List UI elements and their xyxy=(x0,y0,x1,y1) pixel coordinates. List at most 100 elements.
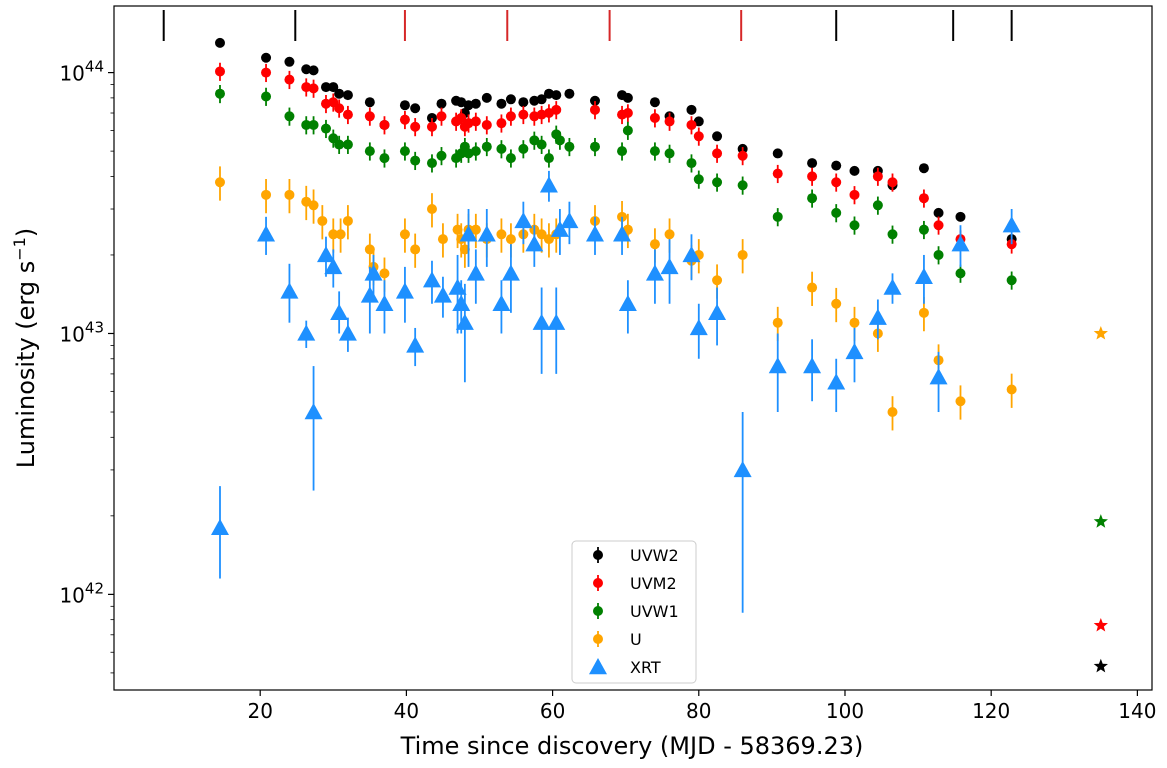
x-tick-label: 60 xyxy=(540,699,565,723)
data-point xyxy=(686,158,697,169)
data-point xyxy=(772,317,783,328)
data-point xyxy=(426,112,437,123)
data-point xyxy=(712,148,723,159)
x-tick-label: 80 xyxy=(686,699,711,723)
data-point xyxy=(324,257,343,275)
data-point xyxy=(525,235,544,252)
data-point xyxy=(849,189,860,200)
data-point xyxy=(410,155,421,166)
x-tick-label: 100 xyxy=(826,699,864,723)
data-point xyxy=(689,318,708,336)
data-point xyxy=(342,139,353,150)
data-point xyxy=(518,109,529,120)
legend-marker xyxy=(593,550,603,560)
data-point xyxy=(426,204,437,215)
y-axis-label-close: ) xyxy=(12,228,40,237)
data-point xyxy=(436,150,447,161)
x-tick-label: 120 xyxy=(972,699,1010,723)
data-point xyxy=(505,94,516,105)
data-point xyxy=(452,224,463,235)
data-point xyxy=(496,143,507,154)
data-point xyxy=(261,67,272,78)
legend-label: UVW1 xyxy=(630,602,679,621)
data-point xyxy=(772,168,783,179)
data-point xyxy=(399,229,410,240)
data-point xyxy=(214,177,225,188)
series-uvw2 xyxy=(214,37,1017,245)
legend-label: UVW2 xyxy=(630,546,679,565)
data-point xyxy=(379,268,390,279)
data-point xyxy=(456,112,467,123)
data-point xyxy=(214,88,225,99)
data-point xyxy=(317,215,328,226)
data-point xyxy=(589,95,600,106)
data-point xyxy=(617,146,628,157)
data-point xyxy=(308,65,319,76)
data-point xyxy=(551,104,562,115)
data-point xyxy=(772,148,783,159)
data-point xyxy=(613,225,632,242)
data-point xyxy=(560,211,579,229)
data-point xyxy=(1002,216,1021,233)
legend-box xyxy=(571,540,697,684)
data-point xyxy=(868,308,887,325)
data-point xyxy=(364,244,375,255)
data-point xyxy=(547,313,566,330)
data-point xyxy=(470,98,481,109)
data-point xyxy=(551,90,562,101)
data-point xyxy=(682,245,701,263)
data-point xyxy=(481,119,492,130)
data-point xyxy=(437,234,448,245)
data-point xyxy=(514,211,533,229)
data-point xyxy=(459,225,478,242)
data-point xyxy=(364,97,375,108)
legend-label: XRT xyxy=(630,658,661,677)
data-point xyxy=(768,357,787,374)
legend-label: U xyxy=(630,630,642,649)
data-point xyxy=(1006,384,1017,395)
data-point xyxy=(436,111,447,122)
data-point xyxy=(426,158,437,169)
legend-marker xyxy=(593,578,603,588)
data-point xyxy=(342,90,353,101)
data-point xyxy=(536,139,547,150)
data-point xyxy=(955,211,966,222)
data-point xyxy=(618,294,637,311)
data-point xyxy=(849,220,860,231)
data-point xyxy=(554,135,565,146)
data-point xyxy=(585,225,604,242)
data-point xyxy=(505,111,516,122)
data-point xyxy=(342,109,353,120)
data-point xyxy=(803,357,822,374)
data-point xyxy=(496,229,507,240)
data-point xyxy=(807,282,818,293)
data-point xyxy=(328,82,339,93)
data-point xyxy=(481,92,492,103)
data-point xyxy=(737,180,748,191)
legend-marker xyxy=(593,606,603,616)
data-point xyxy=(918,307,929,318)
data-point xyxy=(284,189,295,200)
data-point xyxy=(316,245,335,263)
data-point xyxy=(505,234,516,245)
x-tick-label: 20 xyxy=(247,699,272,723)
data-point xyxy=(470,146,481,157)
data-point xyxy=(492,294,511,311)
data-point xyxy=(529,135,540,146)
data-point xyxy=(955,396,966,407)
data-point xyxy=(470,116,481,127)
data-point xyxy=(918,193,929,204)
data-point xyxy=(410,103,421,114)
legend: UVW2 UVM2 UVW1 U XRT xyxy=(571,540,697,684)
data-point xyxy=(481,141,492,152)
data-point xyxy=(261,52,272,63)
series-u xyxy=(214,166,1017,431)
data-point xyxy=(379,119,390,130)
data-point xyxy=(564,141,575,152)
data-point xyxy=(737,249,748,260)
data-point xyxy=(301,64,312,75)
data-point xyxy=(622,125,633,136)
data-point xyxy=(261,189,272,200)
data-point xyxy=(872,200,883,211)
